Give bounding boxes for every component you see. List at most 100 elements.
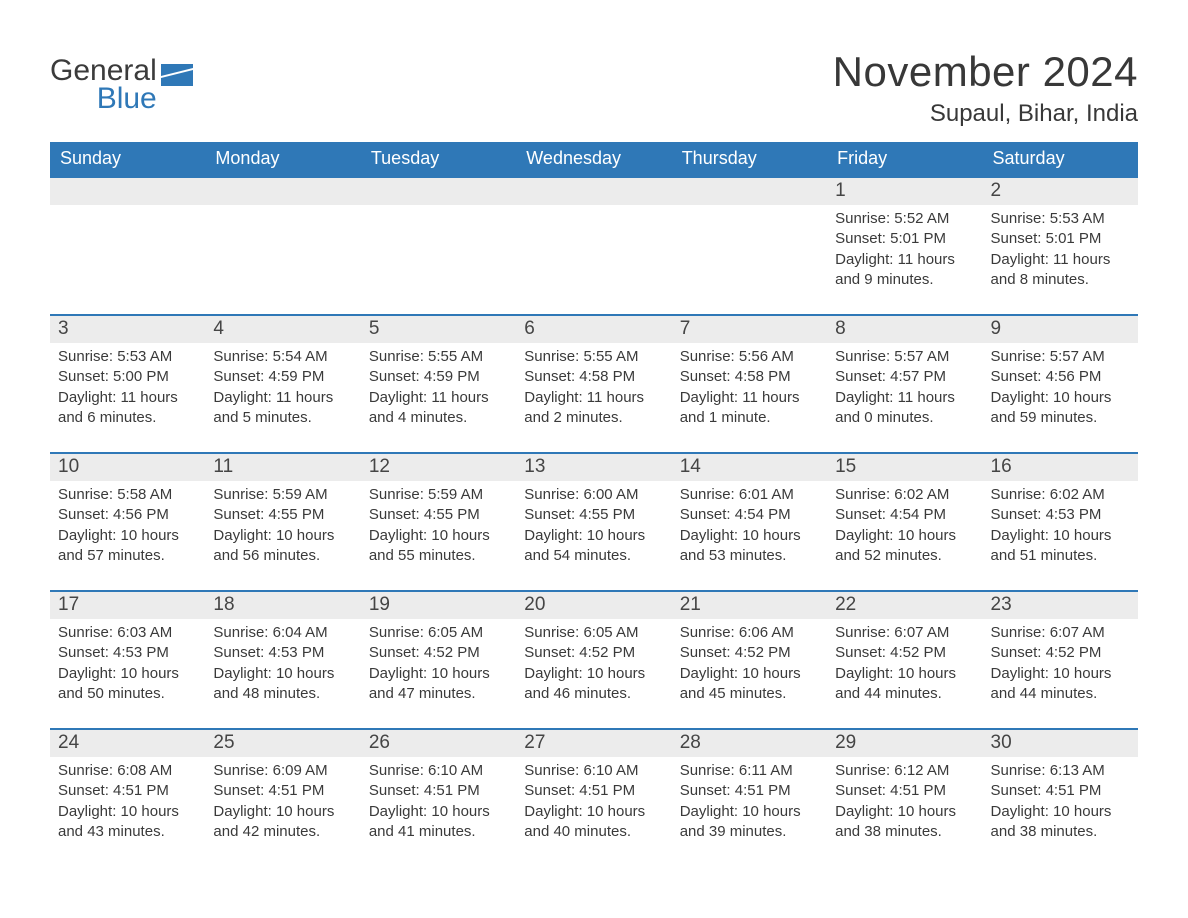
day-details: Sunrise: 6:03 AMSunset: 4:53 PMDaylight:… <box>58 623 197 704</box>
day-number: 18 <box>205 590 360 619</box>
sunrise-line: Sunrise: 5:59 AM <box>213 485 352 505</box>
daylight-line-1: Daylight: 10 hours <box>213 802 352 822</box>
header-row: General Blue November 2024 Supaul, Bihar… <box>50 48 1138 128</box>
daylight-line-2: and 51 minutes. <box>991 546 1130 566</box>
sunrise-line: Sunrise: 6:10 AM <box>369 761 508 781</box>
day-number <box>361 176 516 205</box>
day-number: 15 <box>827 452 982 481</box>
week-row: 17Sunrise: 6:03 AMSunset: 4:53 PMDayligh… <box>50 590 1138 728</box>
daylight-line-2: and 56 minutes. <box>213 546 352 566</box>
logo-word-2: Blue <box>50 84 157 114</box>
daylight-line-2: and 44 minutes. <box>835 684 974 704</box>
sunrise-line: Sunrise: 6:08 AM <box>58 761 197 781</box>
day-number: 30 <box>983 728 1138 757</box>
day-cell: 19Sunrise: 6:05 AMSunset: 4:52 PMDayligh… <box>361 590 516 728</box>
sunset-line: Sunset: 4:53 PM <box>213 643 352 663</box>
sunrise-line: Sunrise: 6:03 AM <box>58 623 197 643</box>
day-number: 28 <box>672 728 827 757</box>
day-cell <box>205 176 360 314</box>
day-details: Sunrise: 5:59 AMSunset: 4:55 PMDaylight:… <box>213 485 352 566</box>
weekday-header-cell: Saturday <box>983 142 1138 176</box>
daylight-line-2: and 1 minute. <box>680 408 819 428</box>
day-details: Sunrise: 6:06 AMSunset: 4:52 PMDaylight:… <box>680 623 819 704</box>
day-number: 4 <box>205 314 360 343</box>
sunrise-line: Sunrise: 5:55 AM <box>369 347 508 367</box>
day-details: Sunrise: 5:57 AMSunset: 4:56 PMDaylight:… <box>991 347 1130 428</box>
sunset-line: Sunset: 4:52 PM <box>369 643 508 663</box>
logo-flag-icon <box>161 64 193 86</box>
daylight-line-2: and 41 minutes. <box>369 822 508 842</box>
daylight-line-2: and 47 minutes. <box>369 684 508 704</box>
sunset-line: Sunset: 4:52 PM <box>524 643 663 663</box>
daylight-line-2: and 39 minutes. <box>680 822 819 842</box>
daylight-line-2: and 46 minutes. <box>524 684 663 704</box>
sunrise-line: Sunrise: 6:04 AM <box>213 623 352 643</box>
location-subtitle: Supaul, Bihar, India <box>833 100 1138 128</box>
daylight-line-1: Daylight: 11 hours <box>835 388 974 408</box>
daylight-line-1: Daylight: 10 hours <box>680 802 819 822</box>
sunset-line: Sunset: 4:51 PM <box>991 781 1130 801</box>
day-cell: 7Sunrise: 5:56 AMSunset: 4:58 PMDaylight… <box>672 314 827 452</box>
daylight-line-2: and 44 minutes. <box>991 684 1130 704</box>
day-cell: 11Sunrise: 5:59 AMSunset: 4:55 PMDayligh… <box>205 452 360 590</box>
sunset-line: Sunset: 4:51 PM <box>369 781 508 801</box>
day-number: 3 <box>50 314 205 343</box>
sunset-line: Sunset: 4:59 PM <box>369 367 508 387</box>
daylight-line-1: Daylight: 10 hours <box>524 802 663 822</box>
day-details: Sunrise: 5:58 AMSunset: 4:56 PMDaylight:… <box>58 485 197 566</box>
sunrise-line: Sunrise: 6:07 AM <box>991 623 1130 643</box>
day-cell: 5Sunrise: 5:55 AMSunset: 4:59 PMDaylight… <box>361 314 516 452</box>
daylight-line-2: and 50 minutes. <box>58 684 197 704</box>
day-number: 12 <box>361 452 516 481</box>
sunrise-line: Sunrise: 5:57 AM <box>991 347 1130 367</box>
day-number: 9 <box>983 314 1138 343</box>
sunrise-line: Sunrise: 5:53 AM <box>58 347 197 367</box>
daylight-line-2: and 6 minutes. <box>58 408 197 428</box>
sunrise-line: Sunrise: 6:07 AM <box>835 623 974 643</box>
day-cell: 12Sunrise: 5:59 AMSunset: 4:55 PMDayligh… <box>361 452 516 590</box>
day-cell: 20Sunrise: 6:05 AMSunset: 4:52 PMDayligh… <box>516 590 671 728</box>
sunrise-line: Sunrise: 6:09 AM <box>213 761 352 781</box>
day-cell: 15Sunrise: 6:02 AMSunset: 4:54 PMDayligh… <box>827 452 982 590</box>
calendar-page: General Blue November 2024 Supaul, Bihar… <box>0 0 1188 916</box>
daylight-line-1: Daylight: 10 hours <box>524 526 663 546</box>
daylight-line-1: Daylight: 10 hours <box>835 526 974 546</box>
daylight-line-1: Daylight: 10 hours <box>835 664 974 684</box>
sunrise-line: Sunrise: 5:54 AM <box>213 347 352 367</box>
day-number: 16 <box>983 452 1138 481</box>
daylight-line-1: Daylight: 10 hours <box>991 802 1130 822</box>
title-block: November 2024 Supaul, Bihar, India <box>833 48 1138 128</box>
daylight-line-2: and 52 minutes. <box>835 546 974 566</box>
calendar-table: Sunday Monday Tuesday Wednesday Thursday… <box>50 142 1138 866</box>
day-details: Sunrise: 6:00 AMSunset: 4:55 PMDaylight:… <box>524 485 663 566</box>
sunset-line: Sunset: 4:57 PM <box>835 367 974 387</box>
day-number <box>672 176 827 205</box>
sunrise-line: Sunrise: 5:56 AM <box>680 347 819 367</box>
daylight-line-1: Daylight: 10 hours <box>58 802 197 822</box>
day-number: 24 <box>50 728 205 757</box>
daylight-line-1: Daylight: 11 hours <box>991 250 1130 270</box>
daylight-line-2: and 45 minutes. <box>680 684 819 704</box>
sunset-line: Sunset: 4:52 PM <box>835 643 974 663</box>
day-cell <box>516 176 671 314</box>
day-cell: 9 Sunrise: 5:57 AMSunset: 4:56 PMDaylight… <box>983 314 1138 452</box>
sunrise-line: Sunrise: 5:59 AM <box>369 485 508 505</box>
day-details: Sunrise: 5:55 AMSunset: 4:58 PMDaylight:… <box>524 347 663 428</box>
sunset-line: Sunset: 4:58 PM <box>680 367 819 387</box>
day-cell: 10Sunrise: 5:58 AMSunset: 4:56 PMDayligh… <box>50 452 205 590</box>
day-number: 27 <box>516 728 671 757</box>
daylight-line-1: Daylight: 10 hours <box>991 664 1130 684</box>
sunset-line: Sunset: 4:52 PM <box>680 643 819 663</box>
sunrise-line: Sunrise: 6:11 AM <box>680 761 819 781</box>
day-cell: 6Sunrise: 5:55 AMSunset: 4:58 PMDaylight… <box>516 314 671 452</box>
day-details: Sunrise: 6:02 AMSunset: 4:53 PMDaylight:… <box>991 485 1130 566</box>
day-cell: 29Sunrise: 6:12 AMSunset: 4:51 PMDayligh… <box>827 728 982 866</box>
sunrise-line: Sunrise: 6:05 AM <box>524 623 663 643</box>
sunrise-line: Sunrise: 6:00 AM <box>524 485 663 505</box>
weekday-header-row: Sunday Monday Tuesday Wednesday Thursday… <box>50 142 1138 176</box>
day-cell: 14Sunrise: 6:01 AMSunset: 4:54 PMDayligh… <box>672 452 827 590</box>
sunset-line: Sunset: 4:51 PM <box>213 781 352 801</box>
day-cell: 13Sunrise: 6:00 AMSunset: 4:55 PMDayligh… <box>516 452 671 590</box>
weeks-container: 1Sunrise: 5:52 AMSunset: 5:01 PMDaylight… <box>50 176 1138 866</box>
sunset-line: Sunset: 5:01 PM <box>835 229 974 249</box>
